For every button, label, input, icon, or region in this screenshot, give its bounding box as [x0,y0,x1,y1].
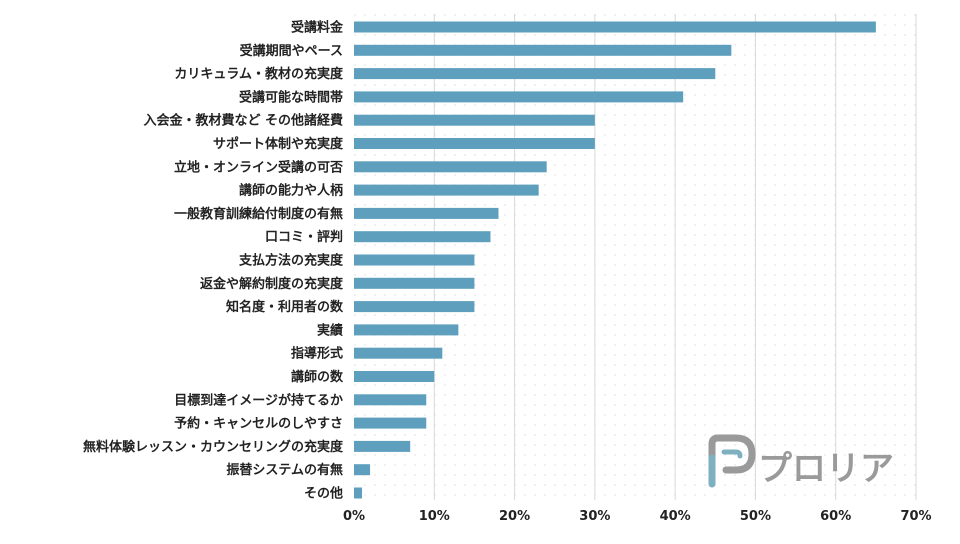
category-label: 講師の数 [291,369,344,385]
bar [354,487,363,499]
category-label: 受講料金 [291,20,344,36]
bar [354,464,371,476]
category-label: 目標到達イメージが持てるか [174,392,343,408]
bar [354,371,435,382]
x-tick-label: 30% [579,509,610,524]
x-tick-label: 60% [820,509,851,524]
bar [354,324,459,336]
bar [354,301,475,313]
category-label: 口コミ・評判 [265,229,343,245]
bar [354,68,716,80]
category-label: その他 [304,486,343,502]
bar [354,277,475,289]
category-label: 講師の能力や人柄 [239,183,343,199]
x-tick-labels: 0% 10% 20% 30% 40% 50% 60% 70% [343,509,932,524]
x-tick-label: 70% [900,509,931,524]
bar [354,21,876,33]
category-label: カリキュラム・教材の充実度 [174,66,344,82]
category-label: 立地・オンライン受講の可否 [174,159,343,175]
category-label: 支払方法の充実度 [238,253,344,269]
bar [354,184,539,196]
category-label: 実績 [317,322,343,338]
category-label: 一般教育訓練給付制度の有無 [174,206,343,222]
bar [354,254,475,266]
category-label: 受講可能な時間帯 [239,89,343,105]
category-label: 受講期間やペース [240,43,343,59]
logo-text: プロリア [758,449,894,489]
bars [354,21,876,499]
bar [354,44,732,56]
bar [354,114,595,126]
bar [354,138,595,149]
category-label: 入会金・教材費など その他諸経費 [143,113,343,129]
bar [354,231,491,243]
bar [354,91,684,103]
bar [354,347,443,359]
x-tick-label: 10% [419,509,450,524]
p-logo-icon [708,434,756,488]
x-tick-label: 0% [343,509,365,524]
x-tick-label: 40% [660,509,691,524]
category-label: 指導形式 [291,346,343,362]
category-label: 無料体験レッスン・カウンセリングの充実度 [83,439,344,455]
x-tick-label: 50% [740,509,771,524]
bar [354,161,547,173]
bar [354,417,427,429]
x-tick-label: 20% [499,509,530,524]
category-label: 振替システムの有無 [226,462,343,478]
category-label: サポート体制や充実度 [213,136,344,152]
bar [354,394,427,406]
bar [354,207,499,219]
category-label: 知名度・利用者の数 [226,299,344,315]
logo: プロリア [708,434,894,489]
category-label: 予約・キャンセルのしやすさ [174,416,343,432]
category-label: 返金や解約制度の充実度 [200,276,344,292]
bar [354,440,411,452]
category-labels: 受講料金受講期間やペースカリキュラム・教材の充実度受講可能な時間帯入会金・教材費… [83,20,344,502]
